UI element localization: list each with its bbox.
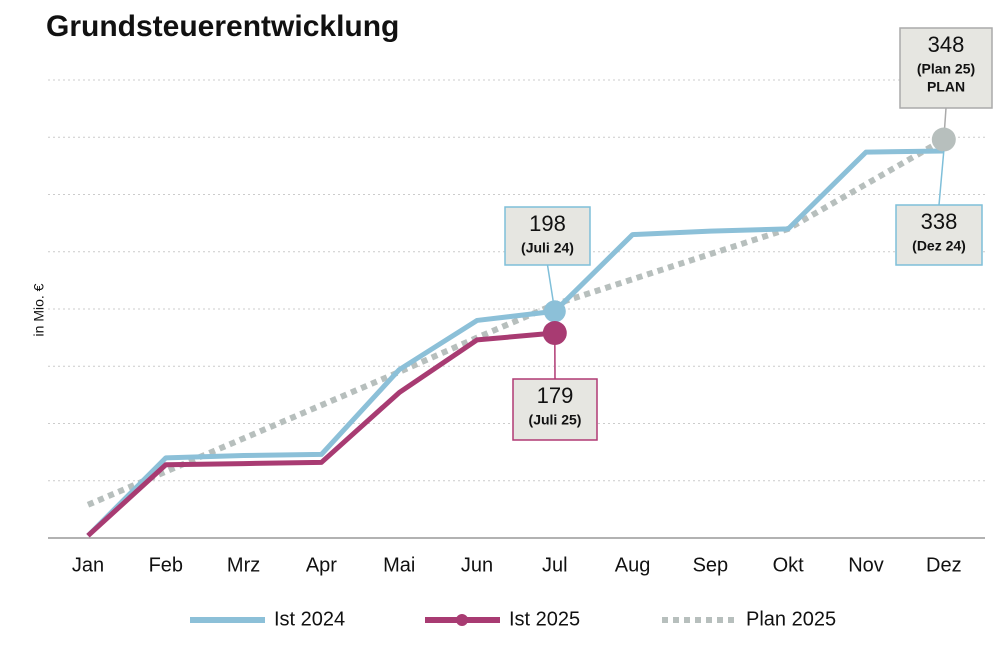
- x-tick-label: Dez: [926, 554, 962, 576]
- x-tick-label: Jun: [461, 554, 493, 576]
- data-label: 198: [529, 211, 566, 236]
- x-tick-label: Sep: [693, 554, 729, 576]
- callout-box: [504, 206, 591, 266]
- callout-box: [512, 378, 598, 441]
- x-tick-label: Mrz: [227, 554, 260, 576]
- callout-note: PLAN: [927, 79, 965, 95]
- legend-label: Ist 2025: [509, 608, 580, 630]
- data-label: 348: [928, 32, 965, 57]
- data-label: 338: [921, 209, 958, 234]
- y-axis-label: in Mio. €: [31, 283, 47, 336]
- highlight-dot: [542, 321, 567, 346]
- highlight-dot: [543, 300, 566, 323]
- series-line: [86, 136, 946, 508]
- x-tick-label: Feb: [149, 554, 183, 576]
- x-tick-label: Aug: [615, 554, 651, 576]
- callout-box: [895, 204, 983, 266]
- x-tick-label: Okt: [773, 554, 805, 576]
- chart-title: Grundsteuerentwicklung: [46, 10, 399, 43]
- legend-dot: [456, 614, 468, 626]
- x-tick-label: Jan: [72, 554, 104, 576]
- callout-note: (Juli 24): [521, 240, 574, 256]
- callout-box: [899, 27, 993, 109]
- callout-note: (Plan 25): [917, 61, 975, 77]
- x-tick-label: Jul: [542, 554, 568, 576]
- legend-label: Plan 2025: [746, 608, 836, 630]
- highlight-dot: [931, 127, 956, 152]
- series-line: [86, 148, 944, 538]
- data-label: 179: [537, 383, 574, 408]
- x-tick-label: Nov: [848, 554, 884, 576]
- x-tick-label: Apr: [306, 554, 337, 576]
- leader-line: [938, 150, 945, 206]
- callout-note: (Juli 25): [529, 412, 582, 428]
- callout-note: (Dez 24): [912, 238, 966, 254]
- x-tick-label: Mai: [383, 554, 415, 576]
- series-line: [86, 330, 556, 538]
- legend-label: Ist 2024: [274, 608, 345, 630]
